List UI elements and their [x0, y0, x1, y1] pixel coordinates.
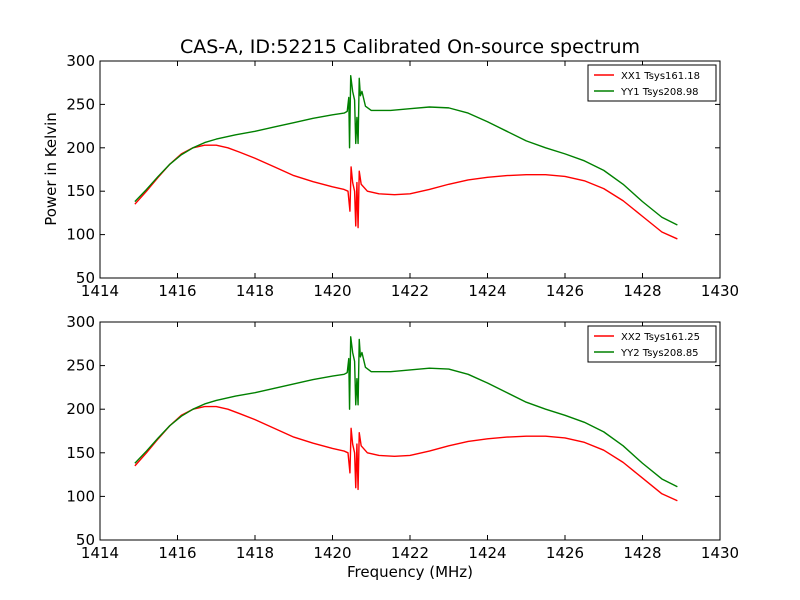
legend-label: XX2 Tsys161.25 — [621, 332, 700, 343]
series-line-2-1 — [134, 405, 678, 502]
legend: XX2 Tsys161.25 YY2 Tsys208.85 — [587, 325, 717, 363]
y-tick-label: 200 — [66, 400, 95, 418]
x-axis-label: Frequency (MHz) — [347, 563, 473, 581]
plot-panel-2: 1414 1416 1418 1420 1422 1424 1426 1428 1430 50 10… — [66, 313, 739, 562]
legend-box — [587, 325, 717, 363]
series-line-1-1 — [134, 144, 678, 240]
x-tick-label: 1424 — [468, 282, 506, 300]
x-tick-label: 1420 — [313, 282, 351, 300]
x-tick-label: 1414 — [81, 544, 119, 562]
y-tick-label: 50 — [76, 531, 95, 549]
x-tick-label: 1422 — [391, 544, 429, 562]
x-tick-label: 1418 — [236, 282, 274, 300]
series-line-1-2 — [134, 75, 678, 226]
y-tick-label: 250 — [66, 95, 95, 113]
y-tick-label: 100 — [66, 487, 95, 505]
y-tick-label: 50 — [76, 269, 95, 287]
y-tick-label: 300 — [66, 52, 95, 70]
y-tick-label: 200 — [66, 139, 95, 157]
x-tick-label: 1428 — [623, 282, 661, 300]
x-tick-label: 1426 — [546, 544, 584, 562]
x-tick-label: 1426 — [546, 282, 584, 300]
y-tick-label: 150 — [66, 182, 95, 200]
legend-box — [587, 64, 717, 102]
plot-panel-1: 1414 1416 1418 1420 1422 1424 1426 1428 1430 50 10… — [66, 52, 739, 300]
x-tick-label: 1414 — [81, 282, 119, 300]
x-tick-label: 1430 — [701, 282, 739, 300]
x-tick-label: 1420 — [313, 544, 351, 562]
x-tick-label: 1416 — [158, 544, 196, 562]
legend: XX1 Tsys161.18 YY1 Tsys208.98 — [587, 64, 717, 102]
legend-label: XX1 Tsys161.18 — [621, 71, 700, 82]
y-tick-label: 250 — [66, 357, 95, 375]
y-tick-label: 100 — [66, 226, 95, 244]
x-tick-label: 1424 — [468, 544, 506, 562]
x-tick-label: 1428 — [623, 544, 661, 562]
x-tick-label: 1418 — [236, 544, 274, 562]
x-tick-label: 1430 — [701, 544, 739, 562]
series-line-2-2 — [134, 336, 678, 488]
legend-label: YY2 Tsys208.85 — [620, 348, 699, 359]
y-axis-label: Power in Kelvin — [42, 112, 60, 226]
y-tick-label: 150 — [66, 444, 95, 462]
x-tick-label: 1416 — [158, 282, 196, 300]
legend-label: YY1 Tsys208.98 — [620, 87, 699, 98]
x-tick-label: 1422 — [391, 282, 429, 300]
y-tick-label: 300 — [66, 313, 95, 331]
plots: 1414 1416 1418 1420 1422 1424 1426 1428 1430 50 10… — [66, 52, 739, 562]
figure-title: CAS-A, ID:52215 Calibrated On-source spe… — [180, 36, 640, 58]
